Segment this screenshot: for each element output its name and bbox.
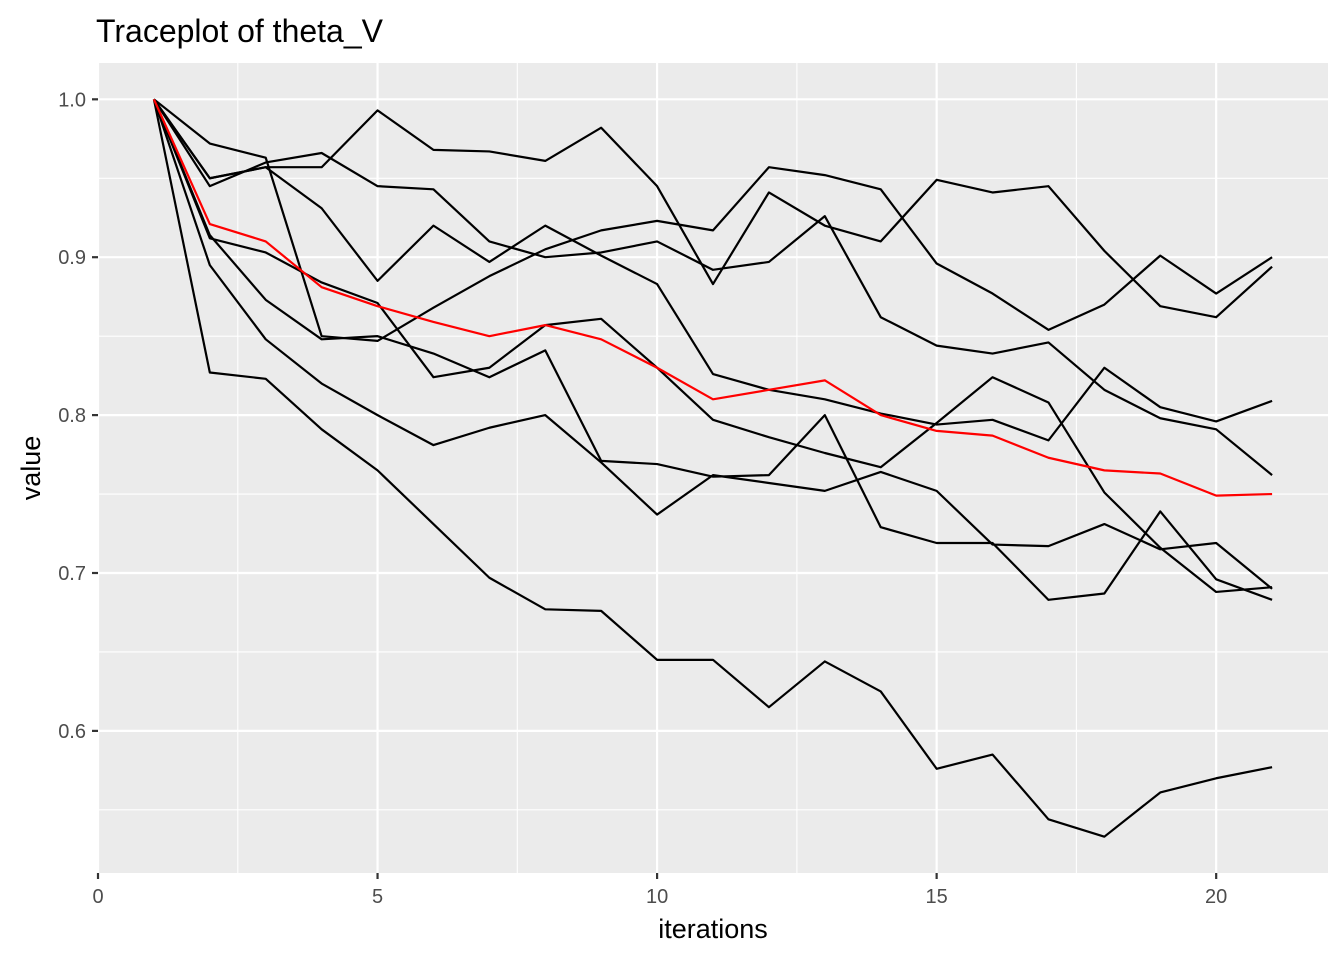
x-tick-label: 0 xyxy=(92,886,103,908)
series-lines xyxy=(152,98,1273,838)
x-tick-label: 15 xyxy=(926,886,948,908)
x-tick-label: 10 xyxy=(646,886,668,908)
series-line-chain-4 xyxy=(153,98,1273,442)
y-tick-label: 0.6 xyxy=(58,721,86,743)
x-tick-label: 20 xyxy=(1205,886,1227,908)
y-tick-label: 0.8 xyxy=(58,405,86,427)
y-axis: 0.6 0.7 0.8 0.9 1.0 xyxy=(58,89,98,743)
x-axis: 0 5 10 15 20 xyxy=(92,873,1227,908)
y-axis-title: value xyxy=(16,436,46,501)
series-line-chain-5 xyxy=(152,98,1273,594)
minor-gridlines xyxy=(98,63,1328,873)
y-tick-label: 0.7 xyxy=(58,563,86,585)
series-line-chain-7 xyxy=(152,98,1273,590)
x-axis-title: iterations xyxy=(658,914,768,944)
series-line-chain-8 xyxy=(152,99,1273,838)
y-tick-label: 0.9 xyxy=(58,247,86,269)
series-line-chain-3 xyxy=(152,98,1273,476)
x-tick-label: 5 xyxy=(372,886,383,908)
series-line-mean xyxy=(152,98,1273,497)
y-tick-label: 1.0 xyxy=(58,89,86,111)
chart-title: Traceplot of theta_V xyxy=(96,13,384,49)
series-line-chain-2 xyxy=(153,98,1273,319)
series-line-chain-6 xyxy=(152,98,1273,601)
plot-panel xyxy=(98,63,1328,873)
major-gridlines xyxy=(96,63,1328,873)
